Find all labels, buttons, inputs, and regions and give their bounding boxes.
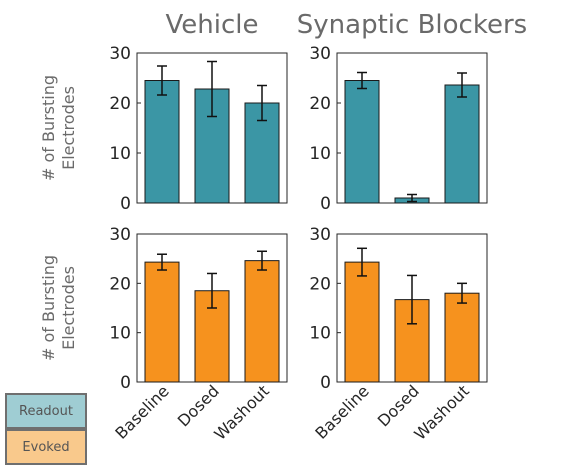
y-tick-label: 0 [120,194,131,214]
column-title-0: Vehicle [166,10,259,40]
bar-washout [244,260,280,383]
legend-readout: Readout [5,393,87,429]
y-axis-label-line: Electrodes [59,86,78,170]
x-tick-label-washout: Washout [410,381,472,443]
y-tick-label: 0 [320,194,331,214]
y-tick-label: 0 [120,373,131,393]
x-tick-label-washout: Washout [210,381,272,443]
y-tick-label: 20 [109,94,131,114]
y-tick-label: 20 [109,274,131,294]
y-tick-label: 30 [109,44,131,64]
bar-baseline [344,261,380,383]
y-tick-label: 20 [309,94,331,114]
y-tick-label: 30 [309,44,331,64]
y-tick-label: 30 [109,225,131,245]
column-title-1: Synaptic Blockers [297,10,527,40]
y-tick-label: 10 [309,324,331,344]
legend-evoked: Evoked [5,429,87,465]
y-tick-label: 30 [309,225,331,245]
bar-washout [444,292,480,383]
y-axis-label-line: Electrodes [59,266,78,350]
x-tick-label-dosed: Dosed [374,381,423,430]
y-tick-label: 10 [309,144,331,164]
y-tick-label: 10 [109,324,131,344]
bar-washout [444,84,480,204]
y-tick-label: 0 [320,373,331,393]
bar-baseline [344,80,380,204]
y-axis-label-1: # of Bursting Electrodes [39,255,78,361]
y-axis-label-line: # of Bursting [39,255,58,361]
y-tick-label: 10 [109,144,131,164]
y-axis-label-0: # of Bursting Electrodes [39,75,78,181]
bar-baseline [144,261,180,383]
y-axis-label-line: # of Bursting [39,75,58,181]
bar-baseline [144,80,180,204]
x-tick-label-dosed: Dosed [174,381,223,430]
y-tick-label: 20 [309,274,331,294]
